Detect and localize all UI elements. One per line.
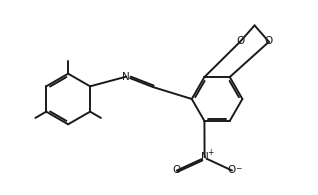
Text: N: N	[122, 72, 130, 82]
Text: O: O	[173, 166, 181, 176]
Text: −: −	[235, 165, 242, 174]
Text: N: N	[201, 152, 208, 162]
Text: O: O	[228, 166, 236, 176]
Text: O: O	[236, 36, 244, 46]
Text: +: +	[207, 148, 213, 157]
Text: O: O	[265, 36, 273, 46]
